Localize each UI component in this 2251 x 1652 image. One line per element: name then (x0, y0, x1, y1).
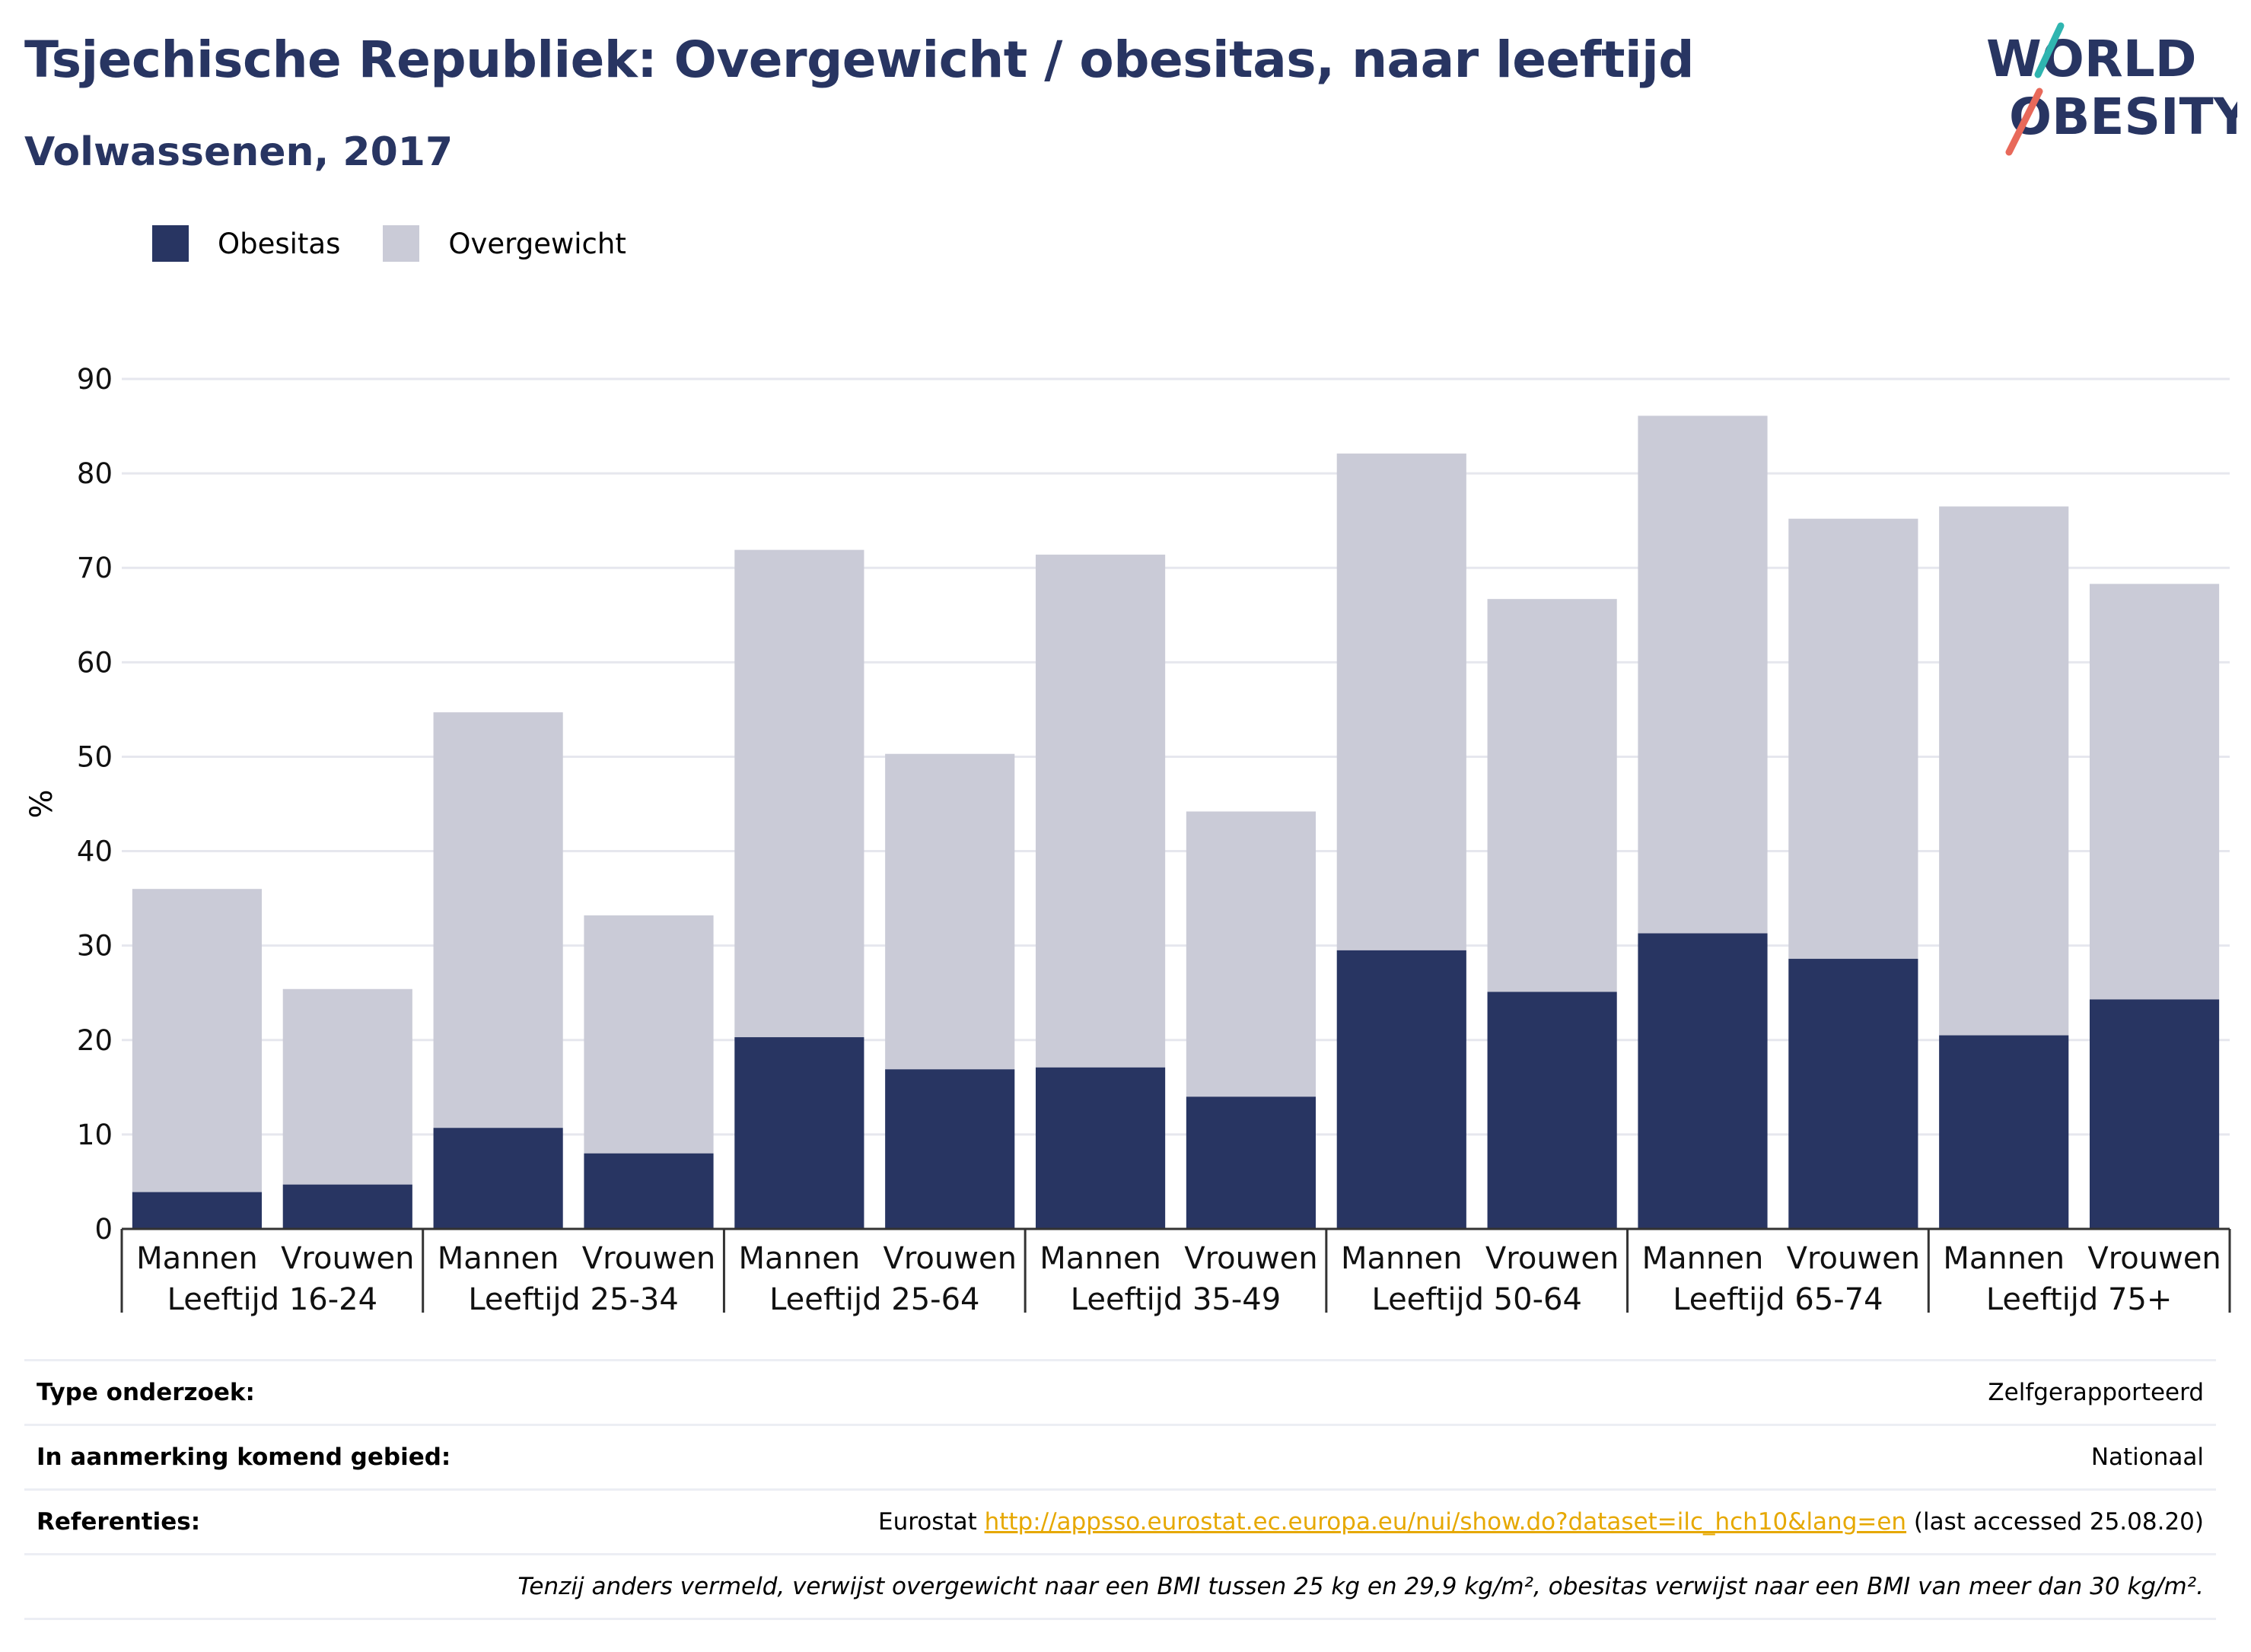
bar-overweight-12 (1939, 506, 2069, 1036)
bar-overweight-1 (282, 988, 412, 1185)
x-tick-label-1: Vrouwen (281, 1241, 414, 1276)
bar-obesity-13 (2089, 999, 2220, 1229)
x-tick-label-3: Vrouwen (582, 1241, 715, 1276)
y-tick-label-30: 30 (77, 930, 113, 963)
bar-overweight-6 (1035, 554, 1166, 1068)
chart-subtitle: Volwassenen, 2017 (24, 129, 454, 175)
references-prefix: Eurostat (878, 1508, 985, 1536)
y-tick-label-10: 10 (77, 1119, 113, 1151)
bar-overweight-10 (1638, 415, 1768, 934)
bar-overweight-8 (1336, 454, 1466, 950)
bar-obesity-1 (282, 1184, 412, 1229)
group-label-3: Leeftijd 35-49 (1071, 1282, 1281, 1317)
bar-obesity-5 (885, 1069, 1015, 1229)
x-tick-label-5: Vrouwen (883, 1241, 1016, 1276)
bar-obesity-10 (1638, 933, 1768, 1229)
bar-overweight-7 (1186, 811, 1317, 1097)
group-label-0: Leeftijd 16-24 (167, 1282, 377, 1317)
survey-type-label: Type onderzoek: (37, 1379, 255, 1406)
footer-row-area: In aanmerking komend gebied: Nationaal (24, 1424, 2216, 1488)
legend-swatch-obesity (152, 225, 189, 262)
area-label: In aanmerking komend gebied: (37, 1444, 451, 1471)
bar-overweight-9 (1487, 599, 1617, 992)
group-label-6: Leeftijd 75+ (1986, 1282, 2173, 1317)
x-tick-label-7: Vrouwen (1184, 1241, 1317, 1276)
bar-obesity-0 (132, 1192, 263, 1229)
y-tick-label-20: 20 (77, 1024, 113, 1057)
references-suffix: (last accessed 25.08.20) (1906, 1508, 2204, 1536)
y-tick-label-80: 80 (77, 457, 113, 490)
bar-obesity-9 (1487, 992, 1617, 1229)
references-label: Referenties: (37, 1508, 201, 1536)
y-tick-label-70: 70 (77, 552, 113, 584)
survey-type-value: Zelfgerapporteerd (1988, 1379, 2204, 1406)
bar-obesity-2 (433, 1128, 563, 1229)
bar-overweight-4 (734, 549, 864, 1038)
y-tick-label-60: 60 (77, 646, 113, 679)
bar-overweight-11 (1788, 518, 1918, 960)
bar-obesity-11 (1788, 959, 1918, 1229)
group-label-4: Leeftijd 50-64 (1371, 1282, 1581, 1317)
bar-obesity-6 (1035, 1067, 1166, 1229)
world-obesity-logo: WORLD OBESITY (1986, 22, 2237, 156)
logo-slash-coral (2005, 88, 2043, 156)
group-label-5: Leeftijd 65-74 (1673, 1282, 1883, 1317)
legend-item-overweight: Overgewicht (383, 225, 626, 262)
references-link[interactable]: http://appsso.eurostat.ec.europa.eu/nui/… (984, 1508, 1907, 1536)
bar-overweight-5 (885, 753, 1015, 1070)
legend-label-overweight: Overgewicht (448, 227, 626, 260)
footer-row-survey-type: Type onderzoek: Zelfgerapporteerd (24, 1359, 2216, 1424)
footer-row-references: Referenties: Eurostat http://appsso.euro… (24, 1488, 2216, 1553)
bar-obesity-7 (1186, 1097, 1317, 1229)
logo-line2: OBESITY (2009, 88, 2237, 146)
y-tick-label-0: 0 (94, 1213, 113, 1246)
logo-slash-teal (2034, 22, 2065, 78)
x-tick-label-8: Mannen (1341, 1241, 1463, 1276)
x-tick-label-0: Mannen (136, 1241, 258, 1276)
group-label-2: Leeftijd 25-64 (769, 1282, 979, 1317)
chart-title: Tsjechische Republiek: Overgewicht / obe… (24, 30, 1695, 89)
footer-row-note: Tenzij anders vermeld, verwijst overgewi… (24, 1553, 2216, 1620)
bar-overweight-2 (433, 712, 563, 1128)
bar-overweight-13 (2089, 584, 2220, 1000)
y-tick-label-90: 90 (77, 363, 113, 396)
bar-obesity-3 (584, 1153, 714, 1229)
legend-item-obesity: Obesitas (152, 225, 340, 262)
bmi-note: Tenzij anders vermeld, verwijst overgewi… (517, 1573, 2204, 1600)
bar-chart: 0 10 20 30 40 50 60 70 80 90% Mannen Vrouwen Mannen V… (24, 363, 2231, 1317)
logo-line1: WORLD (1986, 30, 2197, 88)
legend-label-obesity: Obesitas (218, 227, 341, 260)
y-tick-label-40: 40 (77, 836, 113, 868)
footer-table: Type onderzoek: Zelfgerapporteerd In aan… (24, 1359, 2216, 1620)
bar-overweight-0 (132, 889, 263, 1192)
references-value: Eurostat http://appsso.eurostat.ec.europ… (878, 1508, 2204, 1536)
bar-obesity-12 (1939, 1035, 2069, 1229)
legend: Obesitas Overgewicht (152, 225, 669, 262)
x-tick-label-9: Vrouwen (1485, 1241, 1619, 1276)
x-tick-label-13: Vrouwen (2087, 1241, 2221, 1276)
bar-obesity-4 (734, 1037, 864, 1229)
x-tick-label-10: Mannen (1642, 1241, 1764, 1276)
bar-overweight-3 (584, 915, 714, 1154)
y-tick-label-50: 50 (77, 740, 113, 773)
area-value: Nationaal (2090, 1444, 2204, 1471)
x-tick-label-11: Vrouwen (1787, 1241, 1920, 1276)
bar-obesity-8 (1336, 950, 1466, 1229)
x-tick-label-6: Mannen (1040, 1241, 1161, 1276)
legend-swatch-overweight (383, 225, 420, 262)
x-tick-label-2: Mannen (438, 1241, 559, 1276)
x-tick-label-12: Mannen (1943, 1241, 2065, 1276)
y-axis-label: % (24, 789, 59, 818)
x-tick-label-4: Mannen (739, 1241, 861, 1276)
group-label-1: Leeftijd 25-34 (468, 1282, 678, 1317)
